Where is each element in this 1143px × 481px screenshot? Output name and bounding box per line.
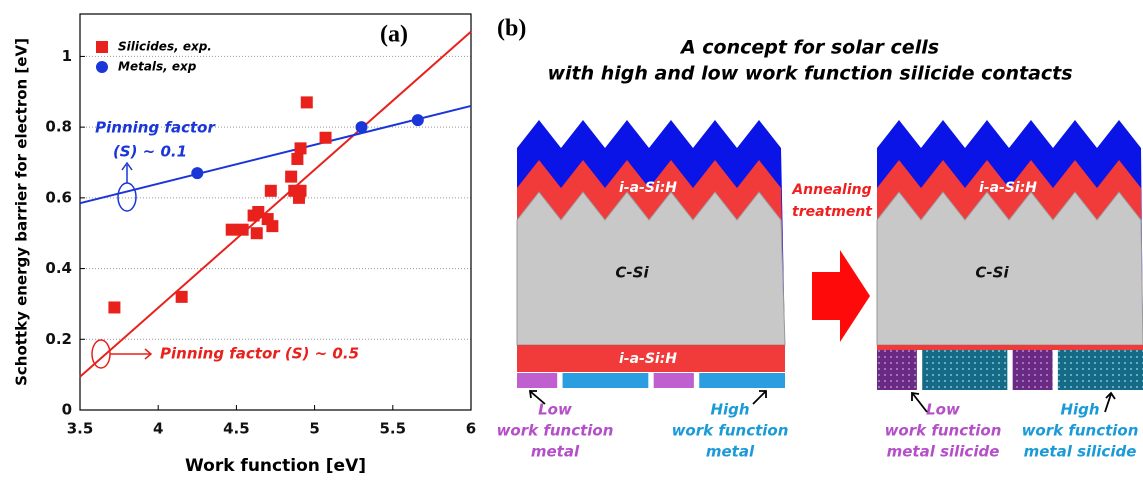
data-point	[191, 167, 203, 179]
y-tick-label: 0	[62, 401, 72, 419]
panel-b: (b) A concept for solar cells with high an…	[497, 16, 1143, 461]
panel-title: with high and low work function silicide…	[547, 63, 1072, 85]
x-tick-label: 3.5	[67, 420, 94, 438]
ellipse-marker	[118, 183, 136, 211]
contact	[654, 373, 694, 388]
y-tick-label: 0.6	[45, 188, 72, 206]
contact-label: metal	[531, 443, 580, 461]
arrow	[753, 391, 766, 404]
silicide-contact	[922, 350, 1007, 390]
data-point	[320, 132, 332, 144]
silicide-contact	[1013, 350, 1053, 390]
contact-label: High	[710, 401, 749, 419]
x-tick-label: 5.5	[380, 420, 407, 438]
contact	[517, 373, 557, 388]
contact-label: work function	[1022, 422, 1139, 440]
data-point	[285, 171, 297, 183]
layer-label: i-a-Si:H	[619, 180, 677, 196]
contact-label: metal silicide	[1024, 443, 1137, 461]
contact-label: work function	[672, 422, 789, 440]
contact-label: metal silicide	[887, 443, 1000, 461]
y-tick-label: 0.2	[45, 330, 72, 348]
layer-label: i-a-Si:H	[619, 351, 677, 367]
contact-label: High	[1060, 401, 1099, 419]
annotation: Pinning factor (S) ~ 0.5	[160, 345, 359, 363]
data-point	[226, 224, 238, 236]
legend-label: Metals, exp	[118, 60, 197, 74]
annotation: (S) ~ 0.1	[113, 143, 187, 161]
data-point	[265, 185, 277, 197]
arrow	[122, 163, 132, 183]
layer-label: i-a-Si:H	[979, 180, 1037, 196]
panel-title: A concept for solar cells	[679, 37, 939, 59]
panel-a: 0 0.2 0.4 0.6 0.8 1 3.5 4 4.5 5 5.5 6 Work function …	[13, 14, 477, 476]
annotation: Pinning factor	[95, 119, 216, 137]
bulk-label: C-Si	[615, 264, 649, 282]
arrow	[1105, 393, 1115, 412]
silicide-contact	[877, 350, 917, 390]
legend-label: Silicides, exp.	[118, 40, 212, 54]
contact	[563, 373, 649, 388]
data-point	[108, 301, 120, 313]
data-point	[301, 96, 313, 108]
data-point	[412, 114, 424, 126]
legend-marker	[96, 41, 108, 53]
data-point	[293, 192, 305, 204]
contact-label: metal	[706, 443, 755, 461]
contact-label: work function	[885, 422, 1002, 440]
data-point	[266, 220, 278, 232]
panel-label: (b)	[497, 16, 526, 42]
y-tick-label: 0.8	[45, 118, 72, 136]
arrow	[912, 393, 927, 412]
arrow	[110, 349, 151, 359]
silicide-contact	[1058, 350, 1143, 390]
bulk-label: C-Si	[975, 264, 1009, 282]
contact-label: work function	[497, 422, 614, 440]
contact-label: Low	[926, 401, 960, 419]
x-tick-label: 4	[153, 420, 163, 438]
data-point	[251, 227, 263, 239]
process-label: treatment	[792, 204, 873, 220]
y-tick-label: 1	[62, 47, 72, 65]
x-tick-label: 6	[466, 420, 476, 438]
data-point	[356, 121, 368, 133]
data-point	[237, 224, 249, 236]
y-axis-label: Schottky energy barrier for electron [eV…	[13, 38, 31, 386]
y-tick-label: 0.4	[45, 259, 72, 277]
contact	[699, 373, 785, 388]
fit-line	[80, 32, 471, 377]
panel-label: (a)	[380, 22, 408, 48]
x-tick-label: 5	[309, 420, 319, 438]
x-axis-label: Work function [eV]	[185, 456, 366, 476]
data-point	[295, 142, 307, 154]
data-point	[176, 291, 188, 303]
data-point	[291, 153, 303, 165]
legend-marker	[96, 61, 108, 73]
process-arrow	[812, 250, 870, 342]
layer	[877, 345, 1143, 350]
x-tick-label: 4.5	[223, 420, 250, 438]
figure: 0 0.2 0.4 0.6 0.8 1 3.5 4 4.5 5 5.5 6 Work function …	[0, 0, 1143, 481]
process-label: Annealing	[791, 182, 871, 198]
